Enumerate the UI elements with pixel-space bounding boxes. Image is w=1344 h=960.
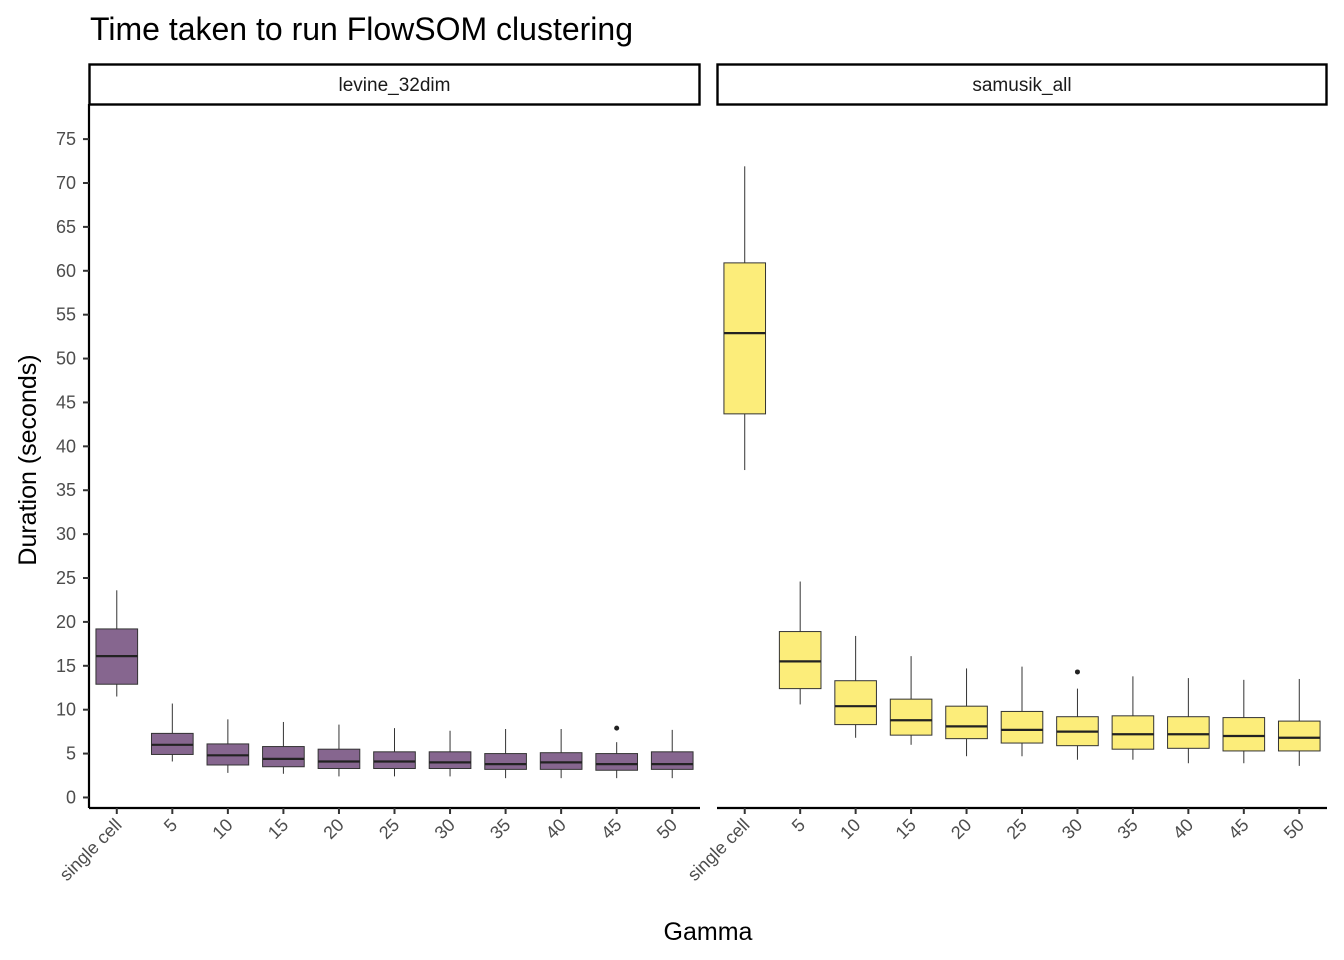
y-tick-label: 50 bbox=[56, 349, 76, 369]
x-tick-label: 25 bbox=[1003, 815, 1031, 843]
box-levine_32dim-single-cell bbox=[95, 590, 139, 697]
iqr-box bbox=[539, 752, 583, 770]
iqr-box bbox=[945, 705, 988, 740]
x-tick-label: single cell bbox=[684, 815, 754, 885]
iqr-box bbox=[484, 753, 527, 770]
x-tick-label: 40 bbox=[1169, 815, 1197, 843]
box-levine_32dim-35 bbox=[484, 728, 527, 779]
y-tick-label: 70 bbox=[56, 173, 76, 193]
box-samusik_all-25 bbox=[1000, 666, 1044, 757]
x-tick-label: 20 bbox=[947, 815, 975, 843]
strip-levine-32dim bbox=[88, 63, 701, 106]
x-axis-title: Gamma bbox=[664, 918, 753, 946]
iqr-box bbox=[778, 631, 822, 690]
y-axis: 0 5 10 15 20 25 30 35 40 45 50 55 60 65 70 75 bbox=[56, 104, 91, 808]
box-levine_32dim-30 bbox=[428, 730, 472, 777]
iqr-box bbox=[1167, 716, 1210, 749]
iqr-box bbox=[650, 751, 694, 770]
iqr-box bbox=[373, 751, 416, 769]
box-samusik_all-15 bbox=[889, 656, 933, 745]
x-tick-label: 40 bbox=[542, 815, 570, 843]
box-samusik_all-single-cell bbox=[723, 166, 767, 471]
y-tick-label: 40 bbox=[56, 436, 76, 456]
iqr-box bbox=[595, 753, 639, 771]
x-tick-label: 45 bbox=[597, 815, 625, 843]
box-levine_32dim-15 bbox=[262, 721, 305, 774]
x-tick-label: 20 bbox=[319, 815, 347, 843]
strip-label-samusik-all: samusik_all bbox=[972, 75, 1071, 96]
x-tick-label: 45 bbox=[1224, 815, 1252, 843]
y-tick-label: 65 bbox=[56, 217, 76, 237]
strip-samusik-all bbox=[716, 63, 1328, 106]
x-tick-label: 25 bbox=[375, 815, 403, 843]
outlier-point bbox=[1074, 669, 1080, 675]
x-tick-label: 10 bbox=[836, 815, 864, 843]
y-tick-label: 5 bbox=[66, 744, 76, 764]
box-levine_32dim-5 bbox=[150, 703, 194, 762]
x-tick-label: 10 bbox=[208, 815, 236, 843]
iqr-box bbox=[262, 746, 305, 768]
box-levine_32dim-25 bbox=[373, 728, 416, 777]
box-levine_32dim-50 bbox=[650, 729, 694, 779]
y-tick-label: 45 bbox=[56, 392, 76, 412]
x-tick-label: 5 bbox=[788, 815, 809, 836]
x-tick-label: 5 bbox=[160, 815, 181, 836]
x-tick-label: 15 bbox=[264, 815, 292, 843]
box-levine_32dim-45 bbox=[595, 725, 639, 779]
y-axis-title: Duration (seconds) bbox=[14, 354, 42, 565]
x-tick-label: 50 bbox=[1280, 815, 1308, 843]
strip-label-levine-32dim: levine_32dim bbox=[339, 75, 451, 96]
y-tick-label: 10 bbox=[56, 700, 76, 720]
iqr-box bbox=[317, 748, 361, 769]
box-levine_32dim-10 bbox=[206, 719, 250, 773]
y-tick-label: 35 bbox=[56, 480, 76, 500]
iqr-box bbox=[1000, 710, 1044, 744]
x-tick-label: 30 bbox=[431, 815, 459, 843]
box-samusik_all-10 bbox=[834, 635, 877, 738]
x-tick-label: 15 bbox=[892, 815, 920, 843]
box-samusik_all-30 bbox=[1056, 669, 1099, 760]
box-samusik_all-40 bbox=[1167, 678, 1210, 764]
panel-levine-32dim: single cell 5 10 15 20 25 30 35 40 45 50 bbox=[56, 590, 700, 885]
box-levine_32dim-20 bbox=[317, 724, 361, 777]
x-tick-label: 35 bbox=[1113, 815, 1141, 843]
iqr-box bbox=[428, 751, 472, 769]
y-tick-label: 60 bbox=[56, 261, 76, 281]
x-tick-label: single cell bbox=[56, 815, 126, 885]
chart-title: Time taken to run FlowSOM clustering bbox=[90, 11, 633, 47]
y-tick-label: 75 bbox=[56, 129, 76, 149]
iqr-box bbox=[1277, 720, 1321, 752]
iqr-box bbox=[723, 262, 767, 415]
y-tick-label: 20 bbox=[56, 612, 76, 632]
y-tick-label: 30 bbox=[56, 524, 76, 544]
y-tick-label: 55 bbox=[56, 305, 76, 325]
panel-samusik-all: single cell 5 10 15 20 25 30 35 40 45 50 bbox=[684, 166, 1327, 885]
y-tick-label: 15 bbox=[56, 656, 76, 676]
x-tick-label: 30 bbox=[1058, 815, 1086, 843]
outlier-point bbox=[614, 725, 620, 731]
x-tick-label: 50 bbox=[653, 815, 681, 843]
box-samusik_all-20 bbox=[945, 668, 988, 757]
box-samusik_all-50 bbox=[1277, 678, 1321, 766]
box-samusik_all-35 bbox=[1111, 676, 1155, 760]
box-levine_32dim-40 bbox=[539, 728, 583, 779]
box-samusik_all-45 bbox=[1222, 679, 1266, 764]
x-tick-label: 35 bbox=[486, 815, 514, 843]
y-tick-label: 0 bbox=[66, 787, 76, 807]
box-samusik_all-5 bbox=[778, 581, 822, 705]
y-tick-label: 25 bbox=[56, 568, 76, 588]
iqr-box bbox=[889, 698, 933, 736]
iqr-box bbox=[834, 680, 877, 726]
iqr-box bbox=[1111, 715, 1155, 750]
iqr-box bbox=[1222, 717, 1266, 752]
